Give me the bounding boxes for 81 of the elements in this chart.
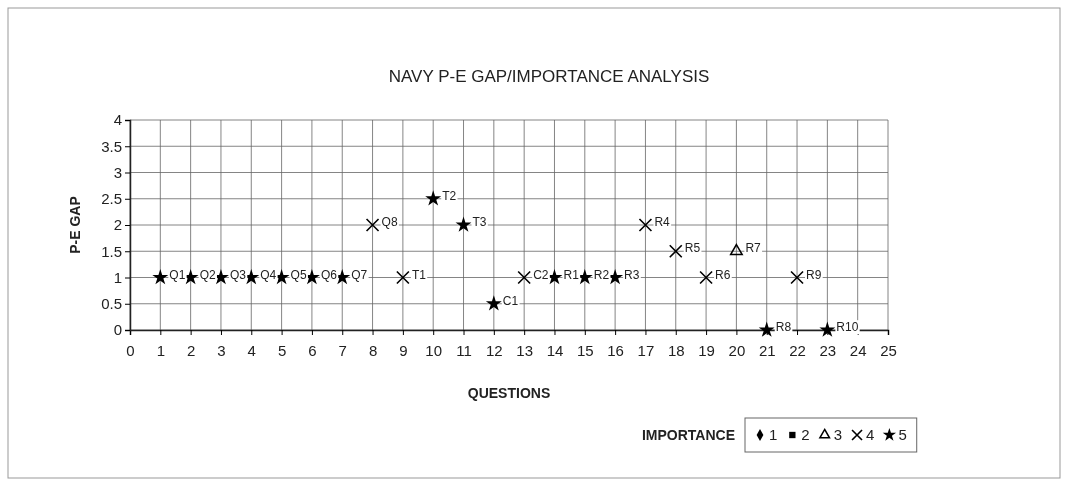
legend-label: 5 xyxy=(898,426,907,444)
x-tick-label: 11 xyxy=(456,342,472,359)
x-tick-label: 20 xyxy=(728,342,746,359)
legend-label: 2 xyxy=(801,426,810,444)
legend-label: 4 xyxy=(866,426,875,444)
x-tick-label: 4 xyxy=(247,342,256,359)
x-tick-label: 3 xyxy=(217,342,226,359)
legend-label: 1 xyxy=(769,426,778,444)
x-tick-label: 1 xyxy=(156,342,165,359)
y-tick-label: 2.5 xyxy=(101,190,122,208)
annotation: R9 xyxy=(806,267,822,282)
x-tick-label: 7 xyxy=(338,342,347,359)
annotation: T3 xyxy=(472,215,487,230)
annotation: Q5 xyxy=(290,267,307,282)
point xyxy=(758,321,775,337)
annotation: R7 xyxy=(745,241,762,256)
point xyxy=(396,270,410,285)
annotation: C2 xyxy=(533,267,549,282)
point xyxy=(365,218,380,232)
point xyxy=(425,190,442,206)
annotation: Q6 xyxy=(320,267,338,282)
annotation: Q7 xyxy=(351,267,368,282)
point xyxy=(729,243,743,256)
y-tick-label: 3 xyxy=(113,163,122,181)
x-tick-label: 12 xyxy=(486,342,503,359)
annotation: Q8 xyxy=(381,215,398,230)
annotation: R4 xyxy=(654,215,671,230)
annotation: Q3 xyxy=(229,267,247,282)
x-tick-label: 15 xyxy=(576,342,594,359)
x-tick-label: 16 xyxy=(607,342,624,359)
x-tick-label: 23 xyxy=(819,342,837,359)
x-axis-title: QUESTIONS xyxy=(467,385,551,401)
y-tick-label: 0.5 xyxy=(101,295,122,313)
x-tick-label: 19 xyxy=(698,342,715,359)
point xyxy=(152,269,169,285)
point xyxy=(668,244,683,259)
point xyxy=(790,270,804,285)
x-tick-label: 14 xyxy=(546,342,564,359)
annotation: R6 xyxy=(715,267,731,282)
annotation: R5 xyxy=(684,241,701,256)
x-tick-label: 25 xyxy=(880,342,897,359)
x-tick-label: 5 xyxy=(277,342,287,359)
point xyxy=(455,216,472,232)
x-tick-label: 22 xyxy=(789,342,806,359)
point xyxy=(638,218,653,232)
point xyxy=(485,295,502,311)
x-tick-label: 8 xyxy=(368,342,378,359)
y-tick-label: 2 xyxy=(113,216,122,234)
x-tick-label: 18 xyxy=(667,342,685,359)
legend-title: IMPORTANCE xyxy=(641,426,735,443)
x-tick-label: 21 xyxy=(758,342,776,359)
y-axis-title: P-E GAP xyxy=(67,196,83,254)
x-tick-label: 2 xyxy=(186,342,196,359)
y-tick-label: 3.5 xyxy=(101,137,122,155)
y-tick-label: 1.5 xyxy=(101,242,122,260)
x-tick-label: 6 xyxy=(308,342,317,359)
x-tick-label: 0 xyxy=(126,342,135,359)
annotation: Q2 xyxy=(199,267,216,282)
annotation: T1 xyxy=(411,267,427,282)
x-tick-label: 24 xyxy=(849,342,867,359)
annotation: R2 xyxy=(593,267,610,282)
y-tick-label: 4 xyxy=(113,111,122,129)
x-tick-label: 10 xyxy=(425,342,443,359)
annotation: R8 xyxy=(775,320,792,335)
annotation: R10 xyxy=(836,320,859,335)
annotation: R1 xyxy=(563,267,580,282)
annotation: Q1 xyxy=(169,267,186,282)
chart-title: NAVY P-E GAP/IMPORTANCE ANALYSIS xyxy=(388,67,710,86)
x-tick-label: 9 xyxy=(399,342,408,359)
y-tick-label: 0 xyxy=(113,321,122,339)
point xyxy=(699,270,713,285)
y-tick-label: 1 xyxy=(113,268,122,286)
annotation: Q4 xyxy=(260,267,277,282)
x-tick-label: 13 xyxy=(516,342,533,359)
x-tick-label: 17 xyxy=(637,342,655,359)
point xyxy=(517,270,531,285)
point xyxy=(819,321,836,337)
annotation: T2 xyxy=(442,188,457,203)
annotation: C1 xyxy=(502,293,519,308)
annotation: R3 xyxy=(624,267,640,282)
legend-label: 3 xyxy=(833,426,843,444)
